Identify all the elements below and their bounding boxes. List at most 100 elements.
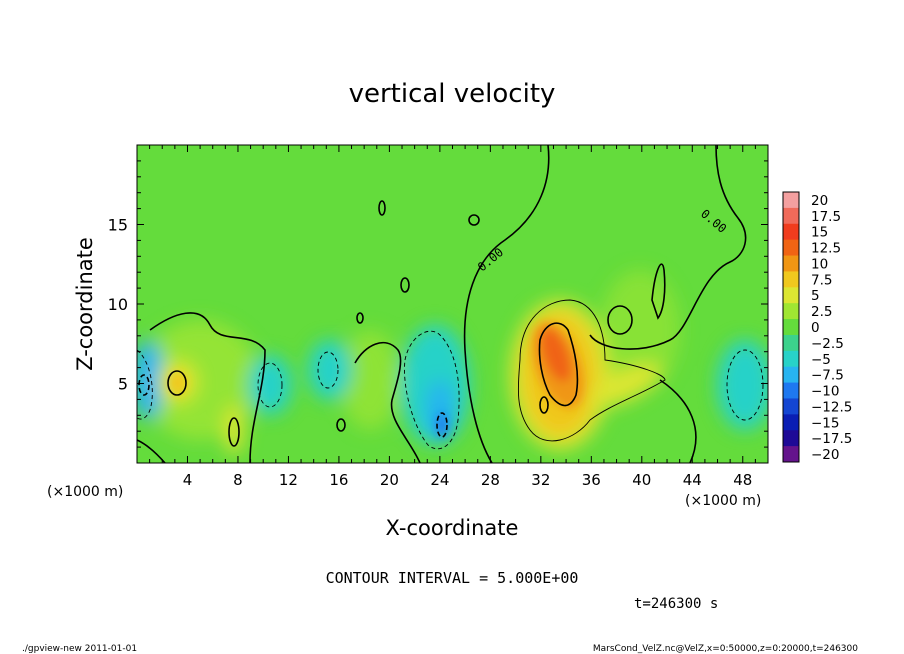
contour-islet-1 [378,200,386,216]
time-stamp: t=246300 s [634,596,718,612]
colorbar-swatch [783,366,799,384]
x-tick-label: 20 [380,471,399,489]
x-tick-label: 32 [531,471,550,489]
velocity-cores [169,322,584,437]
colorbar-label: −2.5 [811,336,844,352]
footer-right: MarsCond_VelZ.nc@VelZ,x=0:50000,z=0:2000… [593,644,858,654]
colorbar-swatch [783,271,799,288]
contour-island-42 [651,263,666,320]
x-tick-label: 36 [582,471,601,489]
colorbar-swatch [783,287,799,304]
contour-updraft-8 [228,417,240,447]
colorbar-swatch [783,207,799,225]
colorbar-label: −20 [811,447,840,463]
contour-neg-18 [317,351,339,389]
plot-area: 0.00 0.00 [137,145,768,463]
downdraft-18 [308,340,352,400]
colorbar-swatch [783,239,799,257]
contour-zero-main [463,145,550,463]
y-tick-label: 5 [118,375,128,394]
x-tick-label: 16 [329,471,348,489]
x-tick-label: 24 [430,471,449,489]
x-axis-unit: (×1000 m) [47,484,123,500]
x-axis: 4 8 12 16 20 24 28 32 36 40 44 48 [136,145,769,489]
colorbar-label: −15 [811,415,840,431]
downdraft-far-left [137,340,164,420]
contour-neg5-24 [436,412,448,438]
contour-lines [137,145,747,463]
colorbar-swatch [783,192,799,209]
x-axis-label: X-coordinate [386,516,519,540]
contour-islet-3 [400,277,410,293]
colorbar-swatch [783,382,799,399]
footer-left: ./gpview-new 2011-01-01 [22,644,137,654]
colorbar: 2017.51512.5107.552.50−2.5−5−7.5−10−12.5… [782,191,852,463]
colorbar-swatch [783,430,799,447]
colorbar-label: −17.5 [811,431,852,447]
y-tick-label: 15 [108,216,128,235]
x-tick-label: 40 [632,471,651,489]
colorbar-swatch [783,334,799,352]
colorbar-label: −7.5 [811,368,844,384]
colorbar-label: 10 [811,256,828,272]
contour-5-updraft [517,299,666,442]
y-axis-label: Z-coordinate [73,237,97,371]
colorbar-frame [782,191,800,463]
contour-neg-14 [257,362,283,408]
updraft-32-peak [541,328,571,382]
colorbar-label: 5 [811,288,820,304]
colorbar-label: 2.5 [811,304,832,320]
colorbar-label: 12.5 [811,241,841,257]
x-tick-label: 8 [233,471,243,489]
y-tick-label: 10 [108,295,128,314]
contour-zero-mid [354,341,421,463]
colorbar-swatch [783,446,799,463]
x-tick-label: 4 [183,471,193,489]
updraft-4-core [169,371,187,395]
downdraft-14 [248,355,292,415]
contour-10-updraft [538,322,579,407]
y-axis: 5 10 15 [108,144,768,464]
contour-zero-far-left [137,439,166,463]
downdraft-47 [717,340,768,430]
colorbar-swatch [783,319,799,336]
contour-islet-5 [336,418,346,432]
colorbar-swatch [783,255,799,272]
weak-updraft-right [600,270,680,390]
contour-zero-left [149,312,266,463]
contour-zero-right [589,145,747,350]
colorbar-label: −12.5 [811,399,852,415]
contour-interval: CONTOUR INTERVAL = 5.000E+00 [326,569,579,587]
downdraft-24-peak [437,413,447,437]
colorbar-swatch [783,398,799,415]
colorbar-swatch [783,223,799,241]
contour-zero-lower-right [659,379,697,463]
x-tick-label: 44 [683,471,702,489]
colorbar-swatch [783,350,799,368]
y-axis-unit: (×1000 m) [685,493,761,509]
contour-islet-2 [468,214,480,226]
contour-lines-strong-negative [138,374,448,438]
colorbar-label: 0 [811,320,820,336]
contour-islet-6 [539,396,549,414]
x-tick-label: 48 [733,471,752,489]
contour-neg-24 [404,330,460,450]
contour-island-40 [607,305,633,335]
colorbar-label: −5 [811,352,831,368]
contour-neg-far-left [137,349,153,420]
contour-updraft-4 [167,370,187,396]
colorbar-label: 17.5 [811,209,841,225]
colorbar-swatch [783,414,799,431]
contour-islet-4 [356,312,364,324]
contour-neg5-far-left [138,374,150,396]
colorbar-label: 20 [811,193,828,209]
weak-updraft-mid [340,330,400,430]
contour-lines-negative [137,330,764,450]
colorbar-label: 15 [811,225,828,241]
contour-neg-47 [726,349,764,421]
updraft-8 [224,405,244,455]
x-tick-label: 12 [279,471,298,489]
colorbar-swatch [783,303,799,320]
colorbar-label: −10 [811,384,840,400]
